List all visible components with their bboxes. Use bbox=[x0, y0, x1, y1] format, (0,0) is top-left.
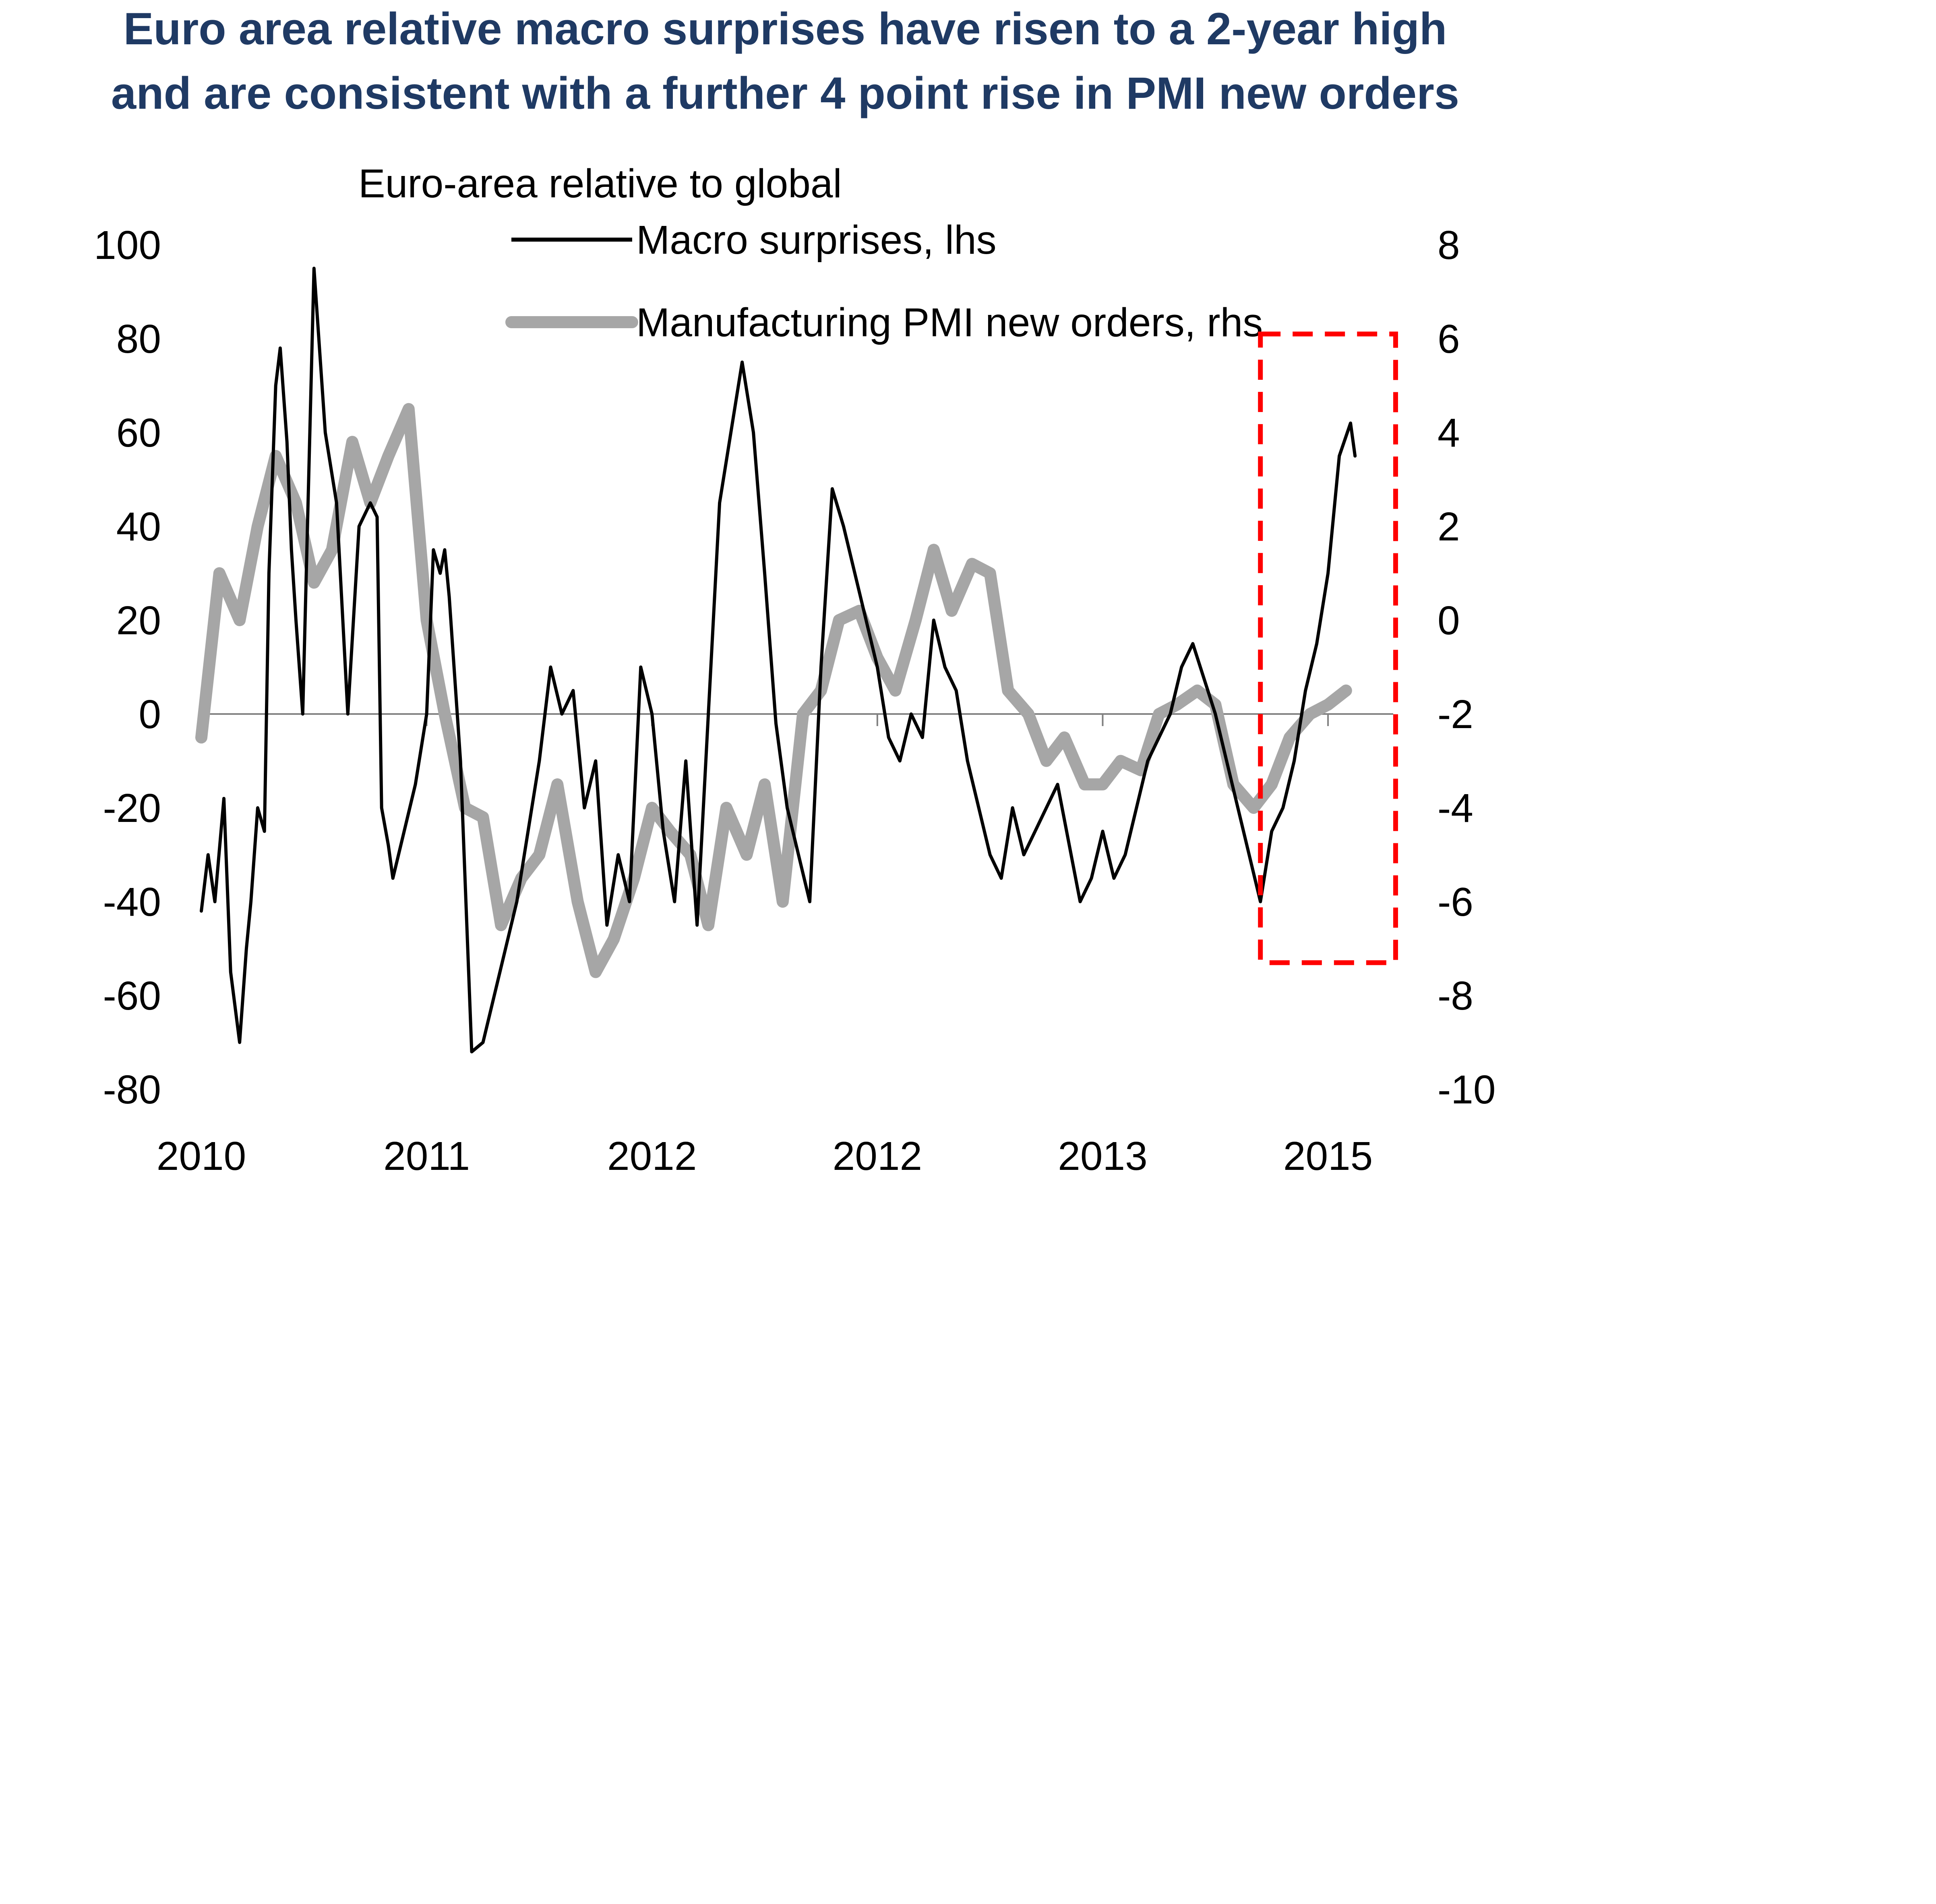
y-right-tick-label: 0 bbox=[1438, 598, 1460, 643]
y-left-tick-label: -20 bbox=[103, 786, 161, 831]
highlight-box bbox=[1258, 331, 1398, 965]
legend-label-pmi-new-orders: Manufacturing PMI new orders, rhs bbox=[636, 300, 1263, 345]
y-left-tick-label: -40 bbox=[103, 880, 161, 925]
y-right-tick-label: -2 bbox=[1438, 692, 1473, 737]
x-tick-label: 2012 bbox=[833, 1134, 922, 1179]
y-left-tick-label: 0 bbox=[139, 692, 161, 737]
y-left-tick-label: 60 bbox=[116, 410, 161, 455]
y-left-tick-label: -80 bbox=[103, 1067, 161, 1112]
x-tick-label: 2010 bbox=[157, 1134, 246, 1179]
chart-legend: Macro surprises, lhs Manufacturing PMI n… bbox=[505, 217, 1263, 345]
x-tick-label: 2015 bbox=[1283, 1134, 1373, 1179]
y-right-tick-label: -8 bbox=[1438, 973, 1473, 1018]
y-left-tick-label: 20 bbox=[116, 598, 161, 643]
chart-subtitle: Euro-area relative to global bbox=[358, 161, 842, 206]
x-tick-label: 2011 bbox=[383, 1134, 470, 1179]
series-line-macro-surprises bbox=[200, 267, 1357, 1053]
chart-title: Euro area relative macro surprises have … bbox=[124, 4, 1447, 54]
y-right-tick-label: 6 bbox=[1438, 317, 1460, 362]
legend-label-macro-surprises: Macro surprises, lhs bbox=[636, 217, 997, 263]
y-right-tick-label: -4 bbox=[1438, 786, 1473, 831]
y-left-tick-label: 40 bbox=[116, 504, 161, 549]
y-right-tick-label: -10 bbox=[1438, 1067, 1496, 1112]
y-right-tick-label: 2 bbox=[1438, 504, 1460, 549]
y-right-tick-label: 8 bbox=[1438, 223, 1460, 268]
x-tick-label: 2012 bbox=[607, 1134, 697, 1179]
y-right-tick-label: -6 bbox=[1438, 880, 1473, 925]
chart-title-line2: and are consistent with a further 4 poin… bbox=[111, 68, 1459, 118]
y-left-tick-label: 80 bbox=[116, 317, 161, 362]
plot-area: 100806040200-20-40-60-8086420-2-4-6-8-10… bbox=[94, 223, 1495, 1179]
y-left-tick-label: -60 bbox=[103, 973, 161, 1018]
y-right-tick-label: 4 bbox=[1438, 410, 1460, 455]
series-line-pmi-new-orders bbox=[195, 403, 1352, 978]
y-left-tick-label: 100 bbox=[94, 223, 161, 268]
x-tick-label: 2013 bbox=[1058, 1134, 1147, 1179]
